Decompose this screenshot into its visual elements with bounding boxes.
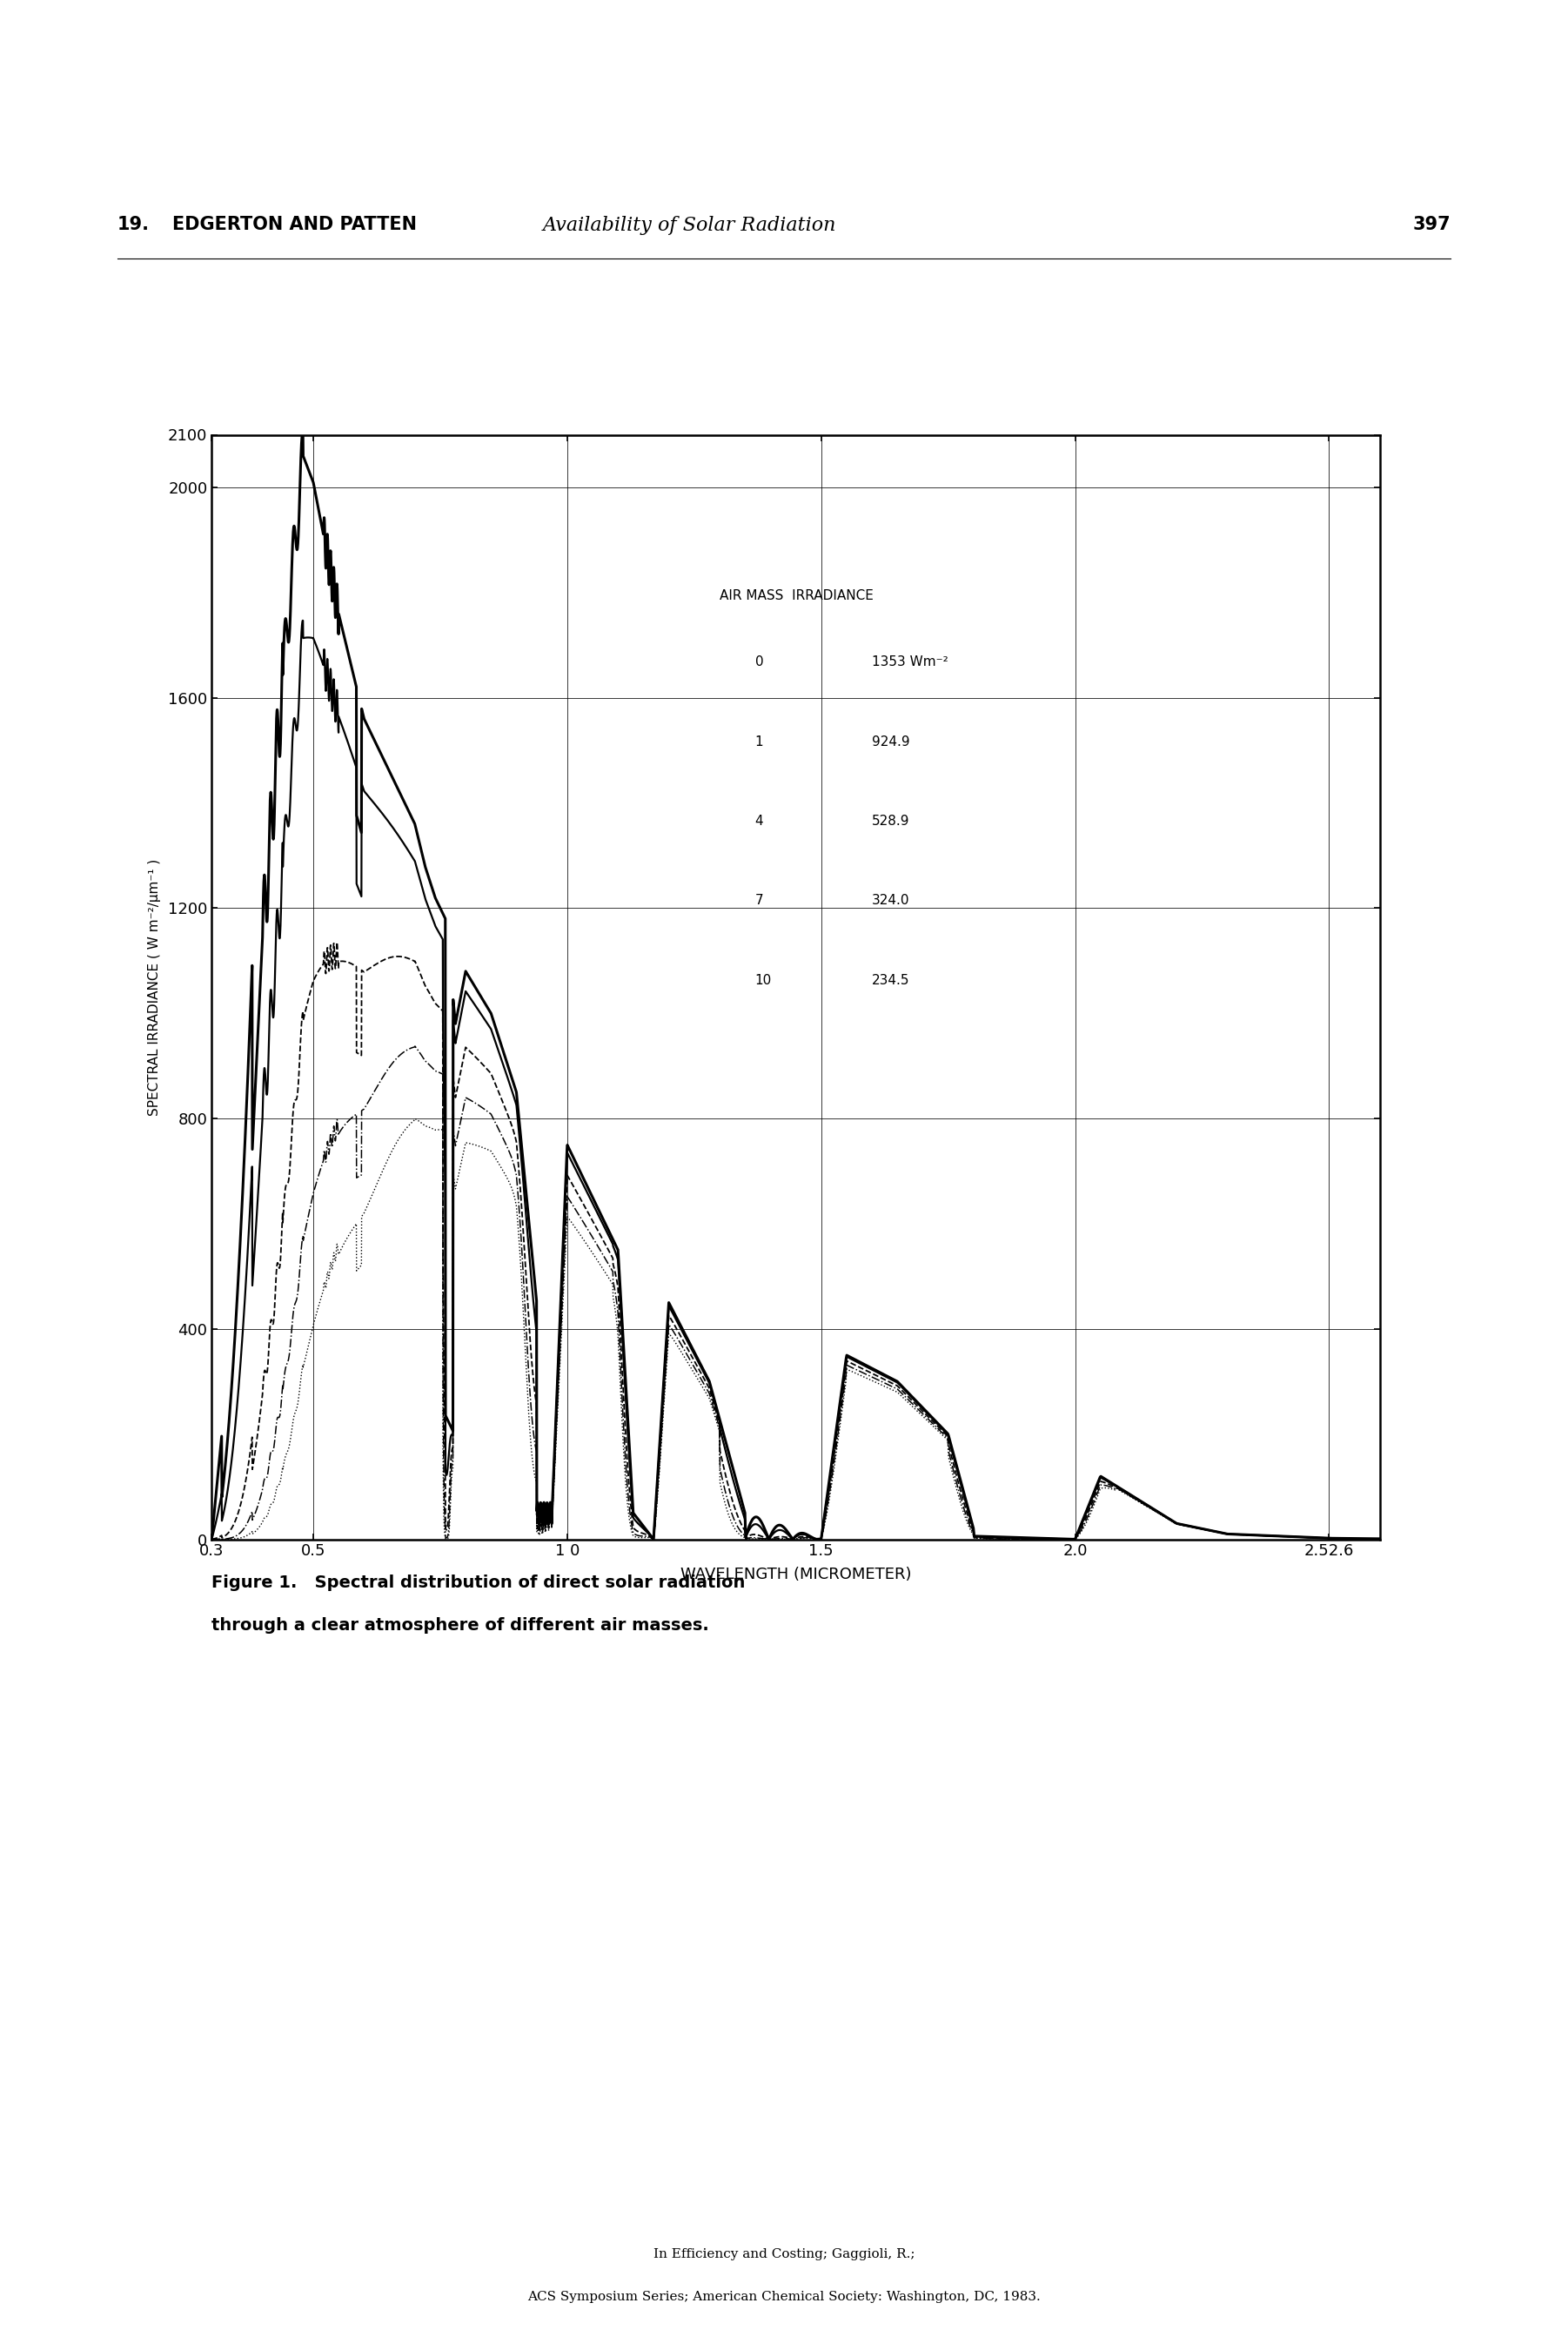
Text: 7: 7 xyxy=(754,895,764,907)
Text: 234.5: 234.5 xyxy=(872,973,909,987)
Text: EDGERTON AND PATTEN: EDGERTON AND PATTEN xyxy=(172,216,417,233)
Text: 1353 Wm⁻²: 1353 Wm⁻² xyxy=(872,656,949,670)
X-axis label: WAVELENGTH (MICROMETER): WAVELENGTH (MICROMETER) xyxy=(681,1567,911,1582)
Text: 1: 1 xyxy=(754,736,764,747)
Text: 324.0: 324.0 xyxy=(872,895,909,907)
Text: ACS Symposium Series; American Chemical Society: Washington, DC, 1983.: ACS Symposium Series; American Chemical … xyxy=(527,2291,1041,2303)
Text: In Efficiency and Costing; Gaggioli, R.;: In Efficiency and Costing; Gaggioli, R.; xyxy=(654,2249,914,2261)
Text: Availability of Solar Radiation: Availability of Solar Radiation xyxy=(543,216,837,235)
Text: 19.: 19. xyxy=(118,216,151,233)
Text: 10: 10 xyxy=(754,973,771,987)
Y-axis label: SPECTRAL IRRADIANCE ( W m⁻²/μm⁻¹ ): SPECTRAL IRRADIANCE ( W m⁻²/μm⁻¹ ) xyxy=(147,858,160,1116)
Text: 0: 0 xyxy=(754,656,764,670)
Text: 397: 397 xyxy=(1413,216,1450,233)
Text: 528.9: 528.9 xyxy=(872,815,909,827)
Text: AIR MASS  IRRADIANCE: AIR MASS IRRADIANCE xyxy=(720,590,873,602)
Text: through a clear atmosphere of different air masses.: through a clear atmosphere of different … xyxy=(212,1617,709,1633)
Text: 4: 4 xyxy=(754,815,764,827)
Text: 924.9: 924.9 xyxy=(872,736,909,747)
Text: Figure 1.   Spectral distribution of direct solar radiation: Figure 1. Spectral distribution of direc… xyxy=(212,1574,745,1591)
